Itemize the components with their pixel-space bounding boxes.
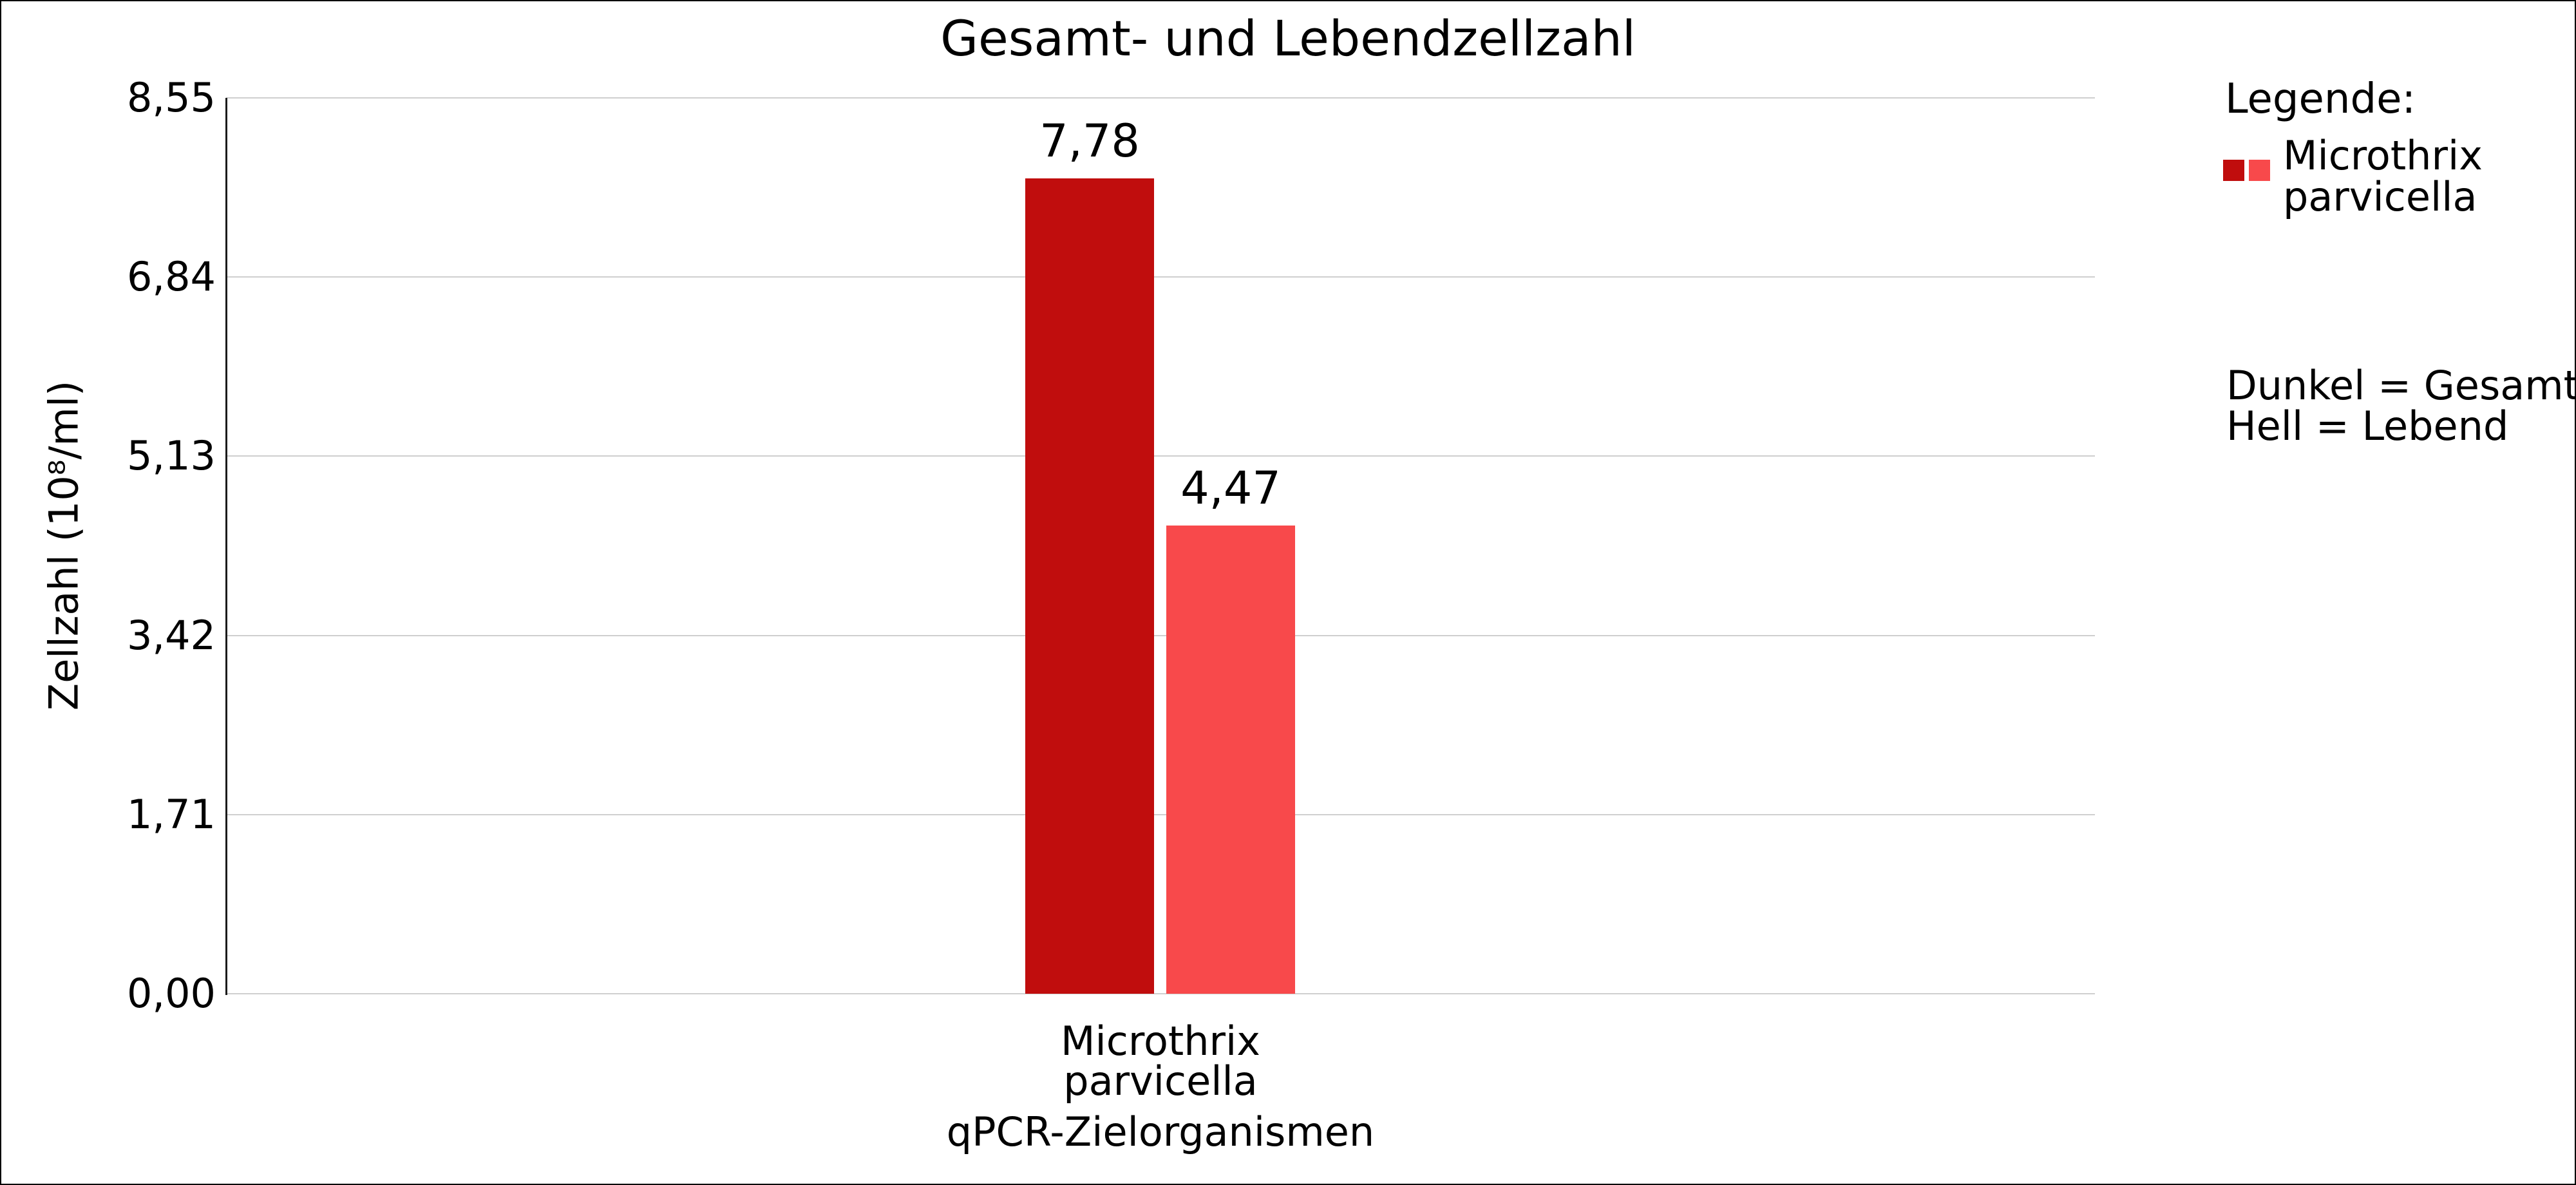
y-tick-label-1,71: 1,71 [126, 790, 216, 838]
y-tick-label-6,84: 6,84 [126, 253, 216, 301]
legend-swatch-gesamt [2223, 160, 2244, 181]
legend-series-label-line1: Microthrix [2283, 132, 2483, 179]
chart-title: Gesamt- und Lebendzellzahl [940, 10, 1636, 67]
legend-note-hell: Hell = Lebend [2226, 403, 2509, 450]
bar-gesamt [1025, 178, 1154, 994]
x-tick-label-line1: Microthrix [1061, 1018, 1260, 1065]
legend-note-dunkel: Dunkel = Gesamt [2226, 362, 2576, 409]
y-tick-label-5,13: 5,13 [126, 432, 216, 480]
bar-value-label-lebend: 4,47 [1180, 461, 1281, 515]
x-axis-title: qPCR-Zielorganismen [946, 1108, 1375, 1155]
legend-series-label-line2: parvicella [2283, 173, 2477, 220]
bar-lebend [1166, 525, 1295, 994]
y-axis-title: Zellzahl (10⁸/ml) [40, 380, 88, 711]
gridline-y-6,84 [226, 276, 2095, 278]
y-tick-label-8,55: 8,55 [126, 74, 216, 121]
x-tick-label-line2: parvicella [1063, 1057, 1258, 1104]
gridline-y-5,13 [226, 455, 2095, 457]
gridline-y-8,55 [226, 97, 2095, 99]
gridline-y-1,71 [226, 813, 2095, 815]
y-tick-label-0,00: 0,00 [126, 970, 216, 1017]
gridline-y-0,00 [226, 993, 2095, 994]
legend-title: Legende: [2225, 75, 2416, 123]
y-axis-spine [225, 98, 227, 995]
x-tick-label: Microthrix parvicella [903, 1021, 1418, 1101]
bar-value-label-gesamt: 7,78 [1039, 115, 1140, 168]
legend-swatch-lebend [2249, 160, 2270, 181]
y-tick-label-3,42: 3,42 [126, 611, 216, 659]
legend-notes: Dunkel = Gesamt Hell = Lebend [2226, 362, 2576, 450]
gridline-y-3,42 [226, 634, 2095, 636]
legend-series-label: Microthrix parvicella [2283, 135, 2483, 218]
